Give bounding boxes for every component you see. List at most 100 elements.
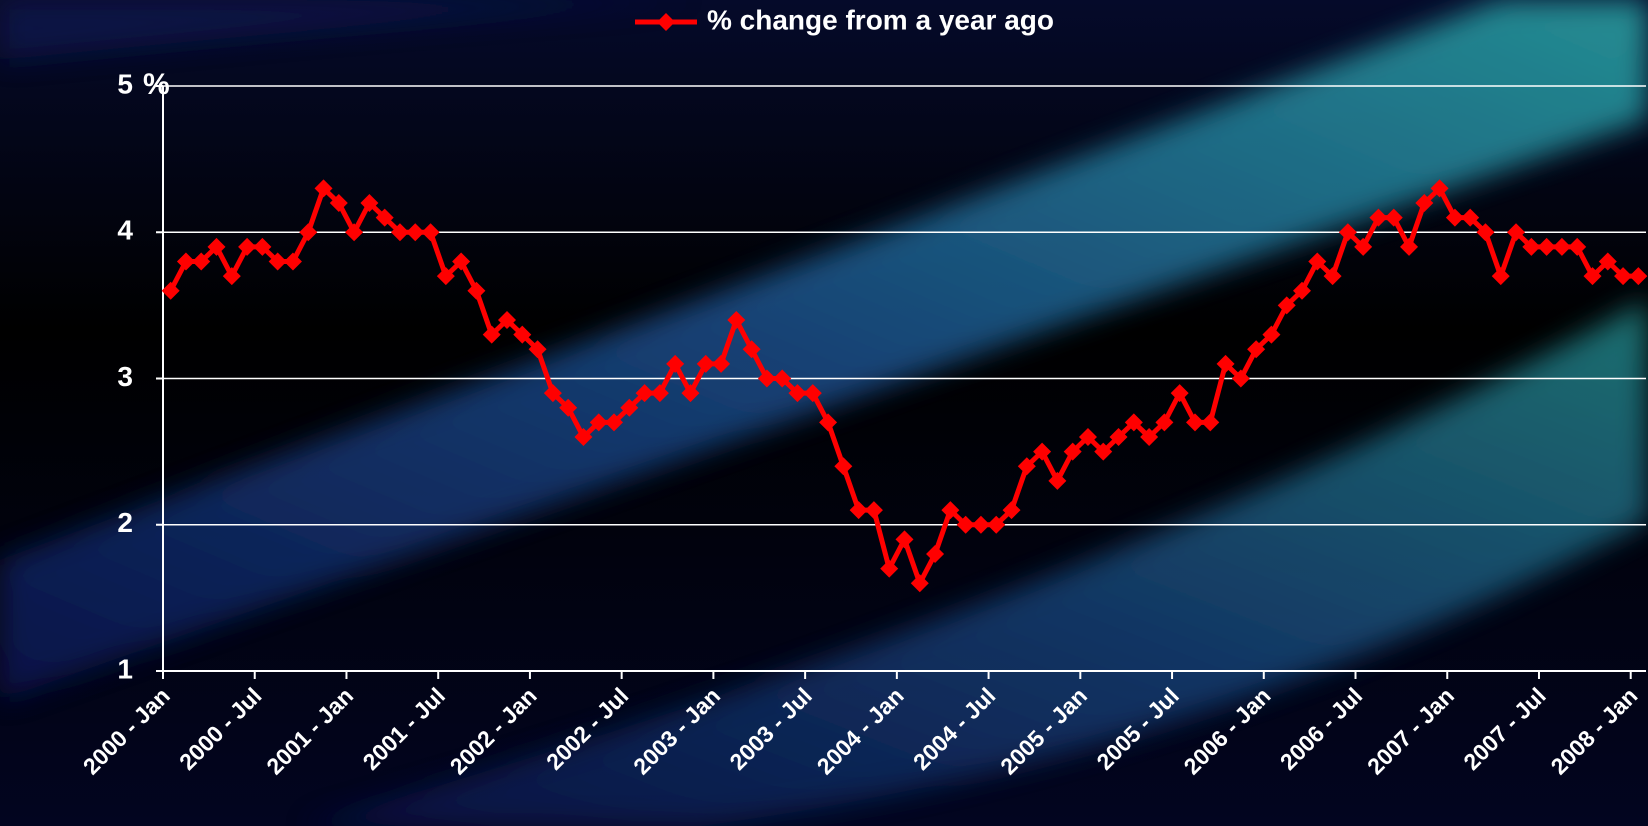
legend-marker: [657, 13, 675, 31]
data-point: [329, 194, 348, 212]
data-point: [1017, 457, 1036, 476]
data-point: [788, 384, 807, 403]
data-point: [1491, 267, 1510, 286]
data-point: [650, 384, 669, 403]
data-point: [161, 281, 180, 300]
data-point: [574, 428, 593, 446]
data-point: [696, 354, 715, 373]
data-point: [1124, 413, 1143, 432]
data-point: [864, 501, 883, 520]
data-point: [1476, 223, 1495, 242]
data-point: [207, 237, 226, 256]
data-point: [880, 559, 899, 578]
data-point: [757, 369, 776, 388]
data-point: [1461, 208, 1480, 227]
data-point: [1583, 267, 1602, 286]
data-point: [1201, 413, 1220, 432]
data-point: [253, 237, 272, 256]
data-point: [1033, 442, 1052, 461]
data-point: [452, 252, 471, 271]
data-point: [1445, 208, 1464, 227]
data-point: [436, 267, 455, 286]
data-point: [1262, 325, 1281, 344]
data-point: [176, 252, 195, 271]
data-point: [467, 281, 486, 300]
data-point: [268, 252, 287, 271]
data-point: [1537, 237, 1556, 256]
data-point: [1415, 194, 1434, 212]
data-point: [956, 515, 975, 534]
data-point: [375, 208, 394, 227]
data-point: [1522, 237, 1541, 256]
data-point: [360, 194, 379, 212]
data-point: [513, 325, 532, 344]
data-point: [589, 413, 608, 432]
data-point: [1308, 252, 1327, 271]
data-point: [620, 398, 639, 417]
data-point: [681, 384, 700, 403]
data-point: [192, 252, 211, 271]
data-point: [742, 340, 761, 359]
y-unit: %: [143, 68, 170, 101]
data-point: [1170, 384, 1189, 403]
data-point: [1048, 471, 1067, 490]
data-point: [1078, 428, 1097, 446]
data-point: [926, 545, 945, 563]
data-point: [803, 384, 822, 403]
y-tick-label: 5: [117, 68, 133, 99]
data-point: [238, 237, 257, 256]
data-point: [987, 515, 1006, 534]
data-point: [1552, 237, 1571, 256]
data-point: [421, 223, 440, 242]
data-point: [971, 515, 990, 534]
data-point: [712, 354, 731, 373]
y-tick-label: 2: [117, 507, 133, 538]
data-point: [559, 398, 578, 417]
data-point: [1094, 442, 1113, 461]
data-point: [528, 340, 547, 359]
data-point: [1614, 267, 1633, 286]
data-point: [1155, 413, 1174, 432]
data-point: [390, 223, 409, 242]
data-point: [1293, 281, 1312, 300]
data-point: [1323, 267, 1342, 286]
data-point: [910, 574, 929, 593]
data-point: [1629, 267, 1648, 286]
y-tick-label: 4: [117, 215, 133, 246]
data-point: [1430, 179, 1449, 198]
data-point: [895, 530, 914, 549]
data-point: [1216, 354, 1235, 373]
legend-label: % change from a year ago: [707, 4, 1054, 35]
data-point: [834, 457, 853, 476]
data-point: [1002, 501, 1021, 520]
data-point: [1354, 237, 1373, 256]
data-point: [849, 501, 868, 520]
data-point: [314, 179, 333, 198]
data-point: [497, 311, 516, 329]
data-point: [222, 267, 241, 286]
data-point: [1063, 442, 1082, 461]
data-point: [1247, 340, 1266, 359]
data-point: [1400, 237, 1419, 256]
data-point: [1338, 223, 1357, 242]
data-point: [1568, 237, 1587, 256]
data-point: [1185, 413, 1204, 432]
data-point: [283, 252, 302, 271]
data-point: [543, 384, 562, 403]
data-point: [773, 369, 792, 388]
data-point: [941, 501, 960, 520]
y-tick-label: 3: [117, 361, 133, 392]
data-point: [1231, 369, 1250, 388]
data-point: [299, 223, 318, 242]
data-point: [1369, 208, 1388, 227]
data-point: [635, 384, 654, 403]
data-point: [666, 354, 685, 373]
data-point: [819, 413, 838, 432]
data-point: [1384, 208, 1403, 227]
data-point: [1277, 296, 1296, 315]
data-point: [1109, 428, 1128, 446]
data-point: [406, 223, 425, 242]
data-point: [1140, 428, 1159, 446]
